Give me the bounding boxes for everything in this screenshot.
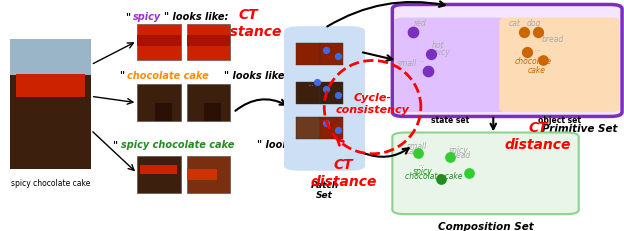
Bar xyxy=(204,103,222,122)
Bar xyxy=(11,40,91,169)
FancyBboxPatch shape xyxy=(392,133,578,214)
Point xyxy=(412,151,422,155)
Bar xyxy=(187,156,230,193)
Text: " looks like:: " looks like: xyxy=(256,140,321,149)
Text: cat: cat xyxy=(509,18,520,27)
FancyBboxPatch shape xyxy=(394,18,506,113)
Point xyxy=(423,70,433,74)
Bar xyxy=(140,165,177,175)
Bar xyxy=(296,117,320,139)
Text: " looks like:: " looks like: xyxy=(224,70,288,80)
Point xyxy=(538,59,548,63)
Point xyxy=(522,51,532,55)
Text: CT: CT xyxy=(528,120,548,134)
Text: distance: distance xyxy=(310,174,377,188)
Bar xyxy=(320,44,343,66)
Text: small: small xyxy=(407,141,427,150)
Bar xyxy=(155,103,172,122)
Text: ...: ... xyxy=(419,55,426,64)
Point xyxy=(333,55,343,59)
Point xyxy=(321,49,331,52)
Bar xyxy=(296,44,320,66)
Text: hot: hot xyxy=(431,40,444,49)
Text: " looks like:: " looks like: xyxy=(164,12,228,22)
Point xyxy=(445,155,455,159)
Text: dog: dog xyxy=(526,18,541,27)
FancyBboxPatch shape xyxy=(284,27,365,171)
Bar xyxy=(296,83,320,104)
Point xyxy=(333,128,343,132)
Point xyxy=(333,94,343,98)
Text: object set: object set xyxy=(538,115,581,124)
Text: spicy chocolate cake: spicy chocolate cake xyxy=(120,140,234,149)
Text: CT: CT xyxy=(239,8,258,22)
FancyBboxPatch shape xyxy=(392,6,622,117)
Text: ...: ... xyxy=(307,81,314,87)
Text: ": " xyxy=(112,140,117,149)
Text: distance: distance xyxy=(215,25,282,39)
Text: Composition Set: Composition Set xyxy=(437,221,534,231)
Text: spicy: spicy xyxy=(449,145,469,154)
Text: bread: bread xyxy=(449,151,471,160)
Point xyxy=(464,172,474,175)
Text: ...: ... xyxy=(419,158,426,167)
Text: Patch
Set: Patch Set xyxy=(311,180,339,199)
Text: distance: distance xyxy=(505,137,571,151)
Text: spicy chocolate cake: spicy chocolate cake xyxy=(11,178,90,187)
Point xyxy=(426,53,436,57)
Point xyxy=(321,88,331,91)
Point xyxy=(519,31,529,35)
Text: small: small xyxy=(396,59,417,68)
Text: chocolate: chocolate xyxy=(515,57,552,66)
Text: state set: state set xyxy=(431,115,469,124)
Bar xyxy=(11,76,91,169)
Bar xyxy=(137,85,180,122)
Point xyxy=(408,31,418,35)
Text: cake: cake xyxy=(528,65,545,74)
Text: cat: cat xyxy=(406,146,417,155)
Bar xyxy=(187,85,230,122)
Text: CT: CT xyxy=(334,157,353,171)
FancyBboxPatch shape xyxy=(499,18,620,113)
Bar xyxy=(11,40,91,76)
Text: chocolate cake: chocolate cake xyxy=(406,171,463,180)
Bar xyxy=(187,169,217,180)
Text: ...: ... xyxy=(535,44,542,53)
Text: spicy: spicy xyxy=(133,12,161,22)
Text: spicy: spicy xyxy=(413,166,432,175)
Bar xyxy=(137,24,180,61)
Bar xyxy=(137,156,180,193)
Text: red: red xyxy=(414,19,427,28)
Text: spicy: spicy xyxy=(431,48,451,57)
Bar xyxy=(16,75,85,98)
Bar xyxy=(187,36,230,46)
Text: ": " xyxy=(119,70,124,80)
Point xyxy=(436,177,446,181)
Text: ": " xyxy=(125,12,130,22)
Point xyxy=(312,81,322,85)
Bar xyxy=(187,24,230,61)
Bar xyxy=(320,117,343,139)
Point xyxy=(533,31,543,35)
Text: Primitive Set: Primitive Set xyxy=(542,124,617,134)
Bar xyxy=(320,83,343,104)
Text: Cycle-
consistency: Cycle- consistency xyxy=(336,92,409,115)
Text: bread: bread xyxy=(542,35,565,44)
Bar xyxy=(137,36,180,46)
Text: chocolate cake: chocolate cake xyxy=(127,70,208,80)
Point xyxy=(321,122,331,126)
